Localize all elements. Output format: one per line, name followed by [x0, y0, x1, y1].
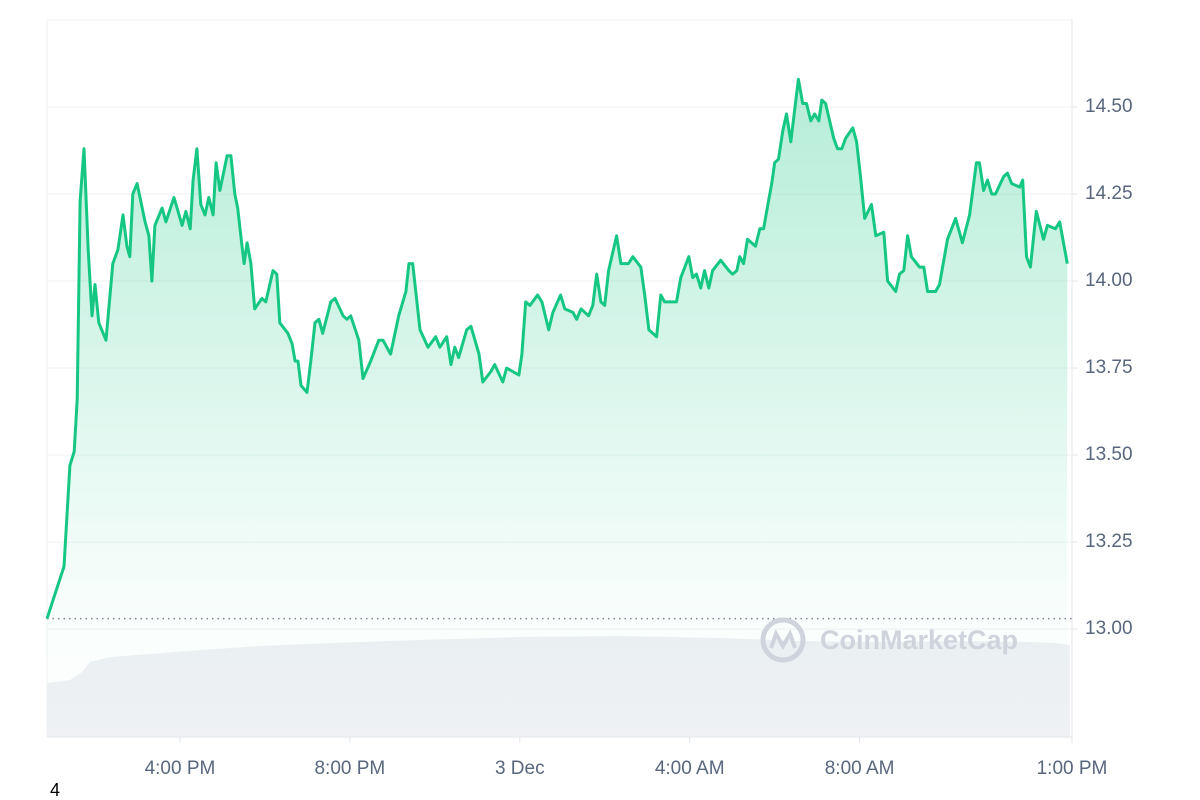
watermark-text: CoinMarketCap [820, 625, 1018, 655]
y-tick-label: 13.75 [1085, 357, 1133, 378]
x-tick-label: 1:00 PM [1037, 758, 1108, 779]
x-tick-label: 8:00 AM [825, 758, 895, 779]
x-tick-label: 8:00 PM [314, 758, 385, 779]
footnote: 4 [50, 780, 60, 800]
area-fill [47, 79, 1068, 737]
y-tick-label: 13.00 [1085, 618, 1133, 639]
y-tick-label: 14.50 [1085, 96, 1133, 117]
watermark-logo [760, 617, 806, 663]
watermark: CoinMarketCap [760, 617, 1018, 663]
x-tick-label: 4:00 AM [655, 758, 725, 779]
y-tick-label: 13.25 [1085, 531, 1133, 552]
watermark-logo-mark [769, 629, 797, 650]
y-tick-label: 14.25 [1085, 183, 1133, 204]
x-tick-label: 3 Dec [495, 758, 545, 779]
y-tick-label: 13.50 [1085, 444, 1133, 465]
x-tick-label: 4:00 PM [145, 758, 216, 779]
y-tick-label: 14.00 [1085, 270, 1133, 291]
price-line [45, 77, 1069, 620]
